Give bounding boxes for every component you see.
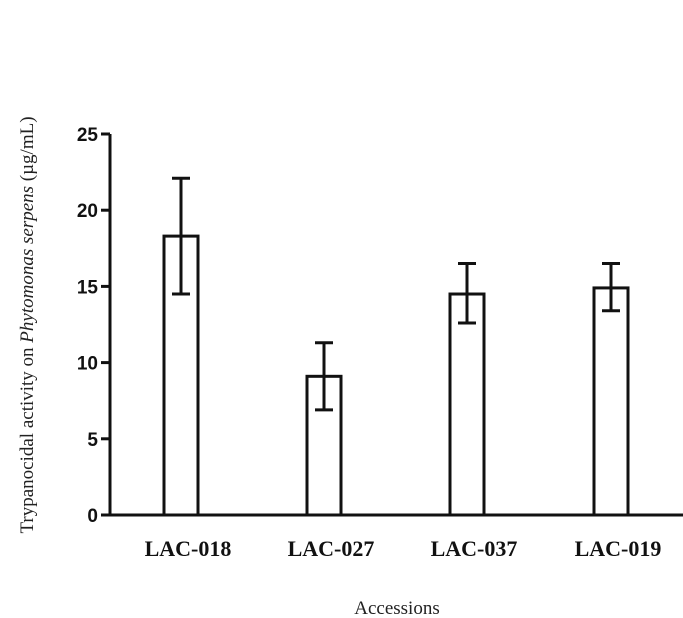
x-axis-title: Accessions — [354, 598, 439, 618]
y-axis — [101, 132, 112, 517]
y-axis-title-italic: Phytomonas serpens — [17, 186, 38, 344]
y-axis-title-suffix: (µg/mL) — [17, 116, 38, 186]
y-tick-labels: 0 5 10 15 20 25 — [77, 125, 99, 527]
y-axis-title: Trypanocidal activity on Phytomonas serp… — [17, 116, 38, 533]
x-tick-labels: LAC-018 LAC-027 LAC-037 LAC-019 — [145, 536, 662, 561]
x-tick-label: LAC-037 — [431, 536, 518, 561]
bars — [162, 234, 630, 517]
x-tick-label: LAC-019 — [575, 536, 662, 561]
x-tick-label: LAC-018 — [145, 536, 232, 561]
y-tick-label: 10 — [77, 354, 98, 375]
y-tick-label: 0 — [87, 506, 98, 527]
x-tick-label: LAC-027 — [288, 536, 375, 561]
y-tick-label: 20 — [77, 201, 98, 222]
y-tick-label: 25 — [77, 125, 99, 146]
y-axis-title-prefix: Trypanocidal activity on — [17, 343, 38, 534]
bar-lac-037 — [448, 292, 486, 517]
error-bars — [172, 176, 620, 412]
y-tick-label: 15 — [77, 277, 99, 298]
bar-lac-019 — [592, 286, 630, 517]
y-tick-label: 5 — [87, 430, 98, 451]
